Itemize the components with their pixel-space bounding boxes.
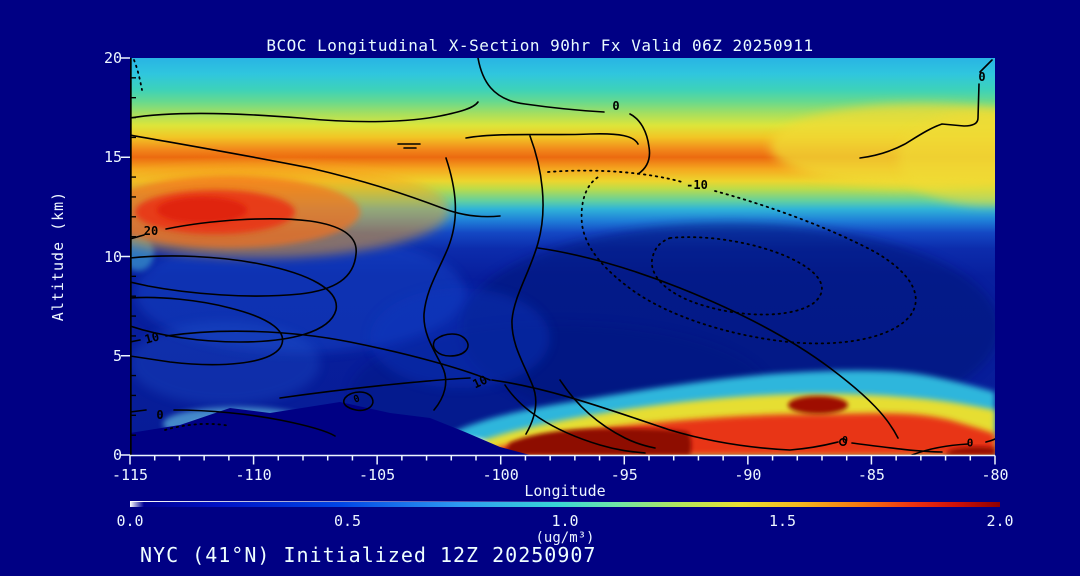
x-tick-label: -80 (981, 466, 1009, 484)
y-axis-minor-ticks (130, 77, 136, 436)
colorbar-highlight (130, 501, 610, 502)
y-tick-label: 20 (103, 49, 122, 67)
colorbar-tick-label: 2.0 (986, 512, 1014, 530)
x-tick-label: -110 (235, 466, 272, 484)
y-tick-label: 15 (103, 148, 122, 166)
contour-lines-solid (130, 58, 995, 455)
colorbar-tick-label: 1.5 (768, 512, 797, 530)
contour-label: 0 (156, 408, 164, 422)
init-annotation: NYC (41°N) Initialized 12Z 20250907 (140, 543, 597, 567)
x-axis-title: Longitude (524, 482, 606, 500)
colorbar-tick-label: 0.0 (116, 512, 144, 530)
chart-title: BCOC Longitudinal X-Section 90hr Fx Vali… (266, 36, 814, 55)
x-tick-label: -105 (359, 466, 396, 484)
contour-label: 0 (978, 70, 986, 84)
y-tick-label: 5 (112, 347, 122, 365)
contour-label: 0 (841, 435, 849, 446)
upper-left-red-plume (130, 162, 450, 258)
contour-lines-dotted (133, 59, 917, 431)
colorbar-tick-label: 1.0 (551, 512, 579, 530)
x-tick-label: -100 (482, 466, 519, 484)
x-axis-line (129, 454, 996, 465)
contour-label: 0 (966, 436, 974, 450)
x-tick-label: -115 (111, 466, 149, 484)
colorbar (130, 502, 1000, 507)
x-tick-label: -95 (610, 466, 638, 484)
surface-hot-layer (430, 370, 995, 455)
y-axis-major-ticks (121, 57, 130, 456)
y-axis-title: Altitude (km) (49, 190, 67, 322)
colorbar-tick-label: 0.5 (333, 512, 362, 530)
contour-label: 0 (612, 99, 620, 113)
y-tick-label: 0 (112, 446, 122, 464)
x-tick-label: -90 (734, 466, 762, 484)
contour-label: -10 (686, 178, 708, 192)
x-tick-label: -85 (857, 466, 885, 484)
contour-label: 20 (143, 224, 159, 238)
plot-area (130, 58, 995, 455)
contour-field (130, 58, 995, 455)
terrain-mask (130, 402, 530, 455)
y-tick-label: 10 (103, 248, 122, 266)
colorbar-units: (ug/m³) (535, 530, 595, 546)
